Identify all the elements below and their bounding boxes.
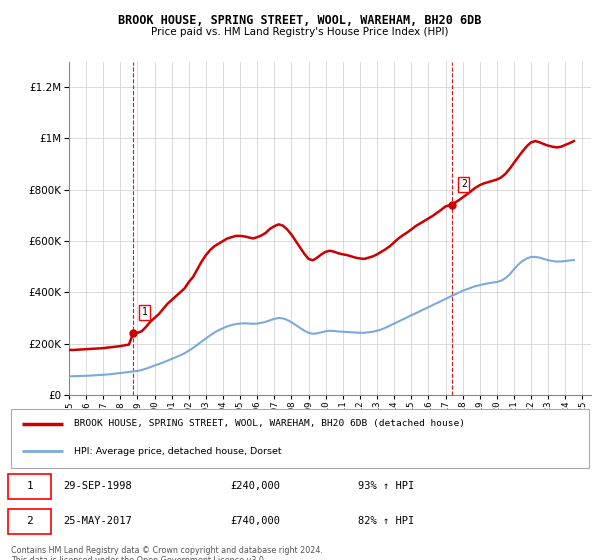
Text: 1: 1 <box>26 482 33 492</box>
FancyBboxPatch shape <box>8 509 51 534</box>
Text: BROOK HOUSE, SPRING STREET, WOOL, WAREHAM, BH20 6DB (detached house): BROOK HOUSE, SPRING STREET, WOOL, WAREHA… <box>74 419 466 428</box>
Text: 2: 2 <box>26 516 33 526</box>
Text: 29-SEP-1998: 29-SEP-1998 <box>63 482 131 492</box>
Text: 2: 2 <box>461 179 467 189</box>
Text: £240,000: £240,000 <box>230 482 281 492</box>
FancyBboxPatch shape <box>11 409 589 468</box>
Text: 93% ↑ HPI: 93% ↑ HPI <box>358 482 414 492</box>
Text: 1: 1 <box>142 307 148 318</box>
Text: Contains HM Land Registry data © Crown copyright and database right 2024.
This d: Contains HM Land Registry data © Crown c… <box>11 546 323 560</box>
Text: HPI: Average price, detached house, Dorset: HPI: Average price, detached house, Dors… <box>74 447 282 456</box>
Text: 25-MAY-2017: 25-MAY-2017 <box>63 516 131 526</box>
Text: Price paid vs. HM Land Registry's House Price Index (HPI): Price paid vs. HM Land Registry's House … <box>151 27 449 37</box>
Text: £740,000: £740,000 <box>230 516 281 526</box>
FancyBboxPatch shape <box>8 474 51 499</box>
Text: 82% ↑ HPI: 82% ↑ HPI <box>358 516 414 526</box>
Text: BROOK HOUSE, SPRING STREET, WOOL, WAREHAM, BH20 6DB: BROOK HOUSE, SPRING STREET, WOOL, WAREHA… <box>118 14 482 27</box>
